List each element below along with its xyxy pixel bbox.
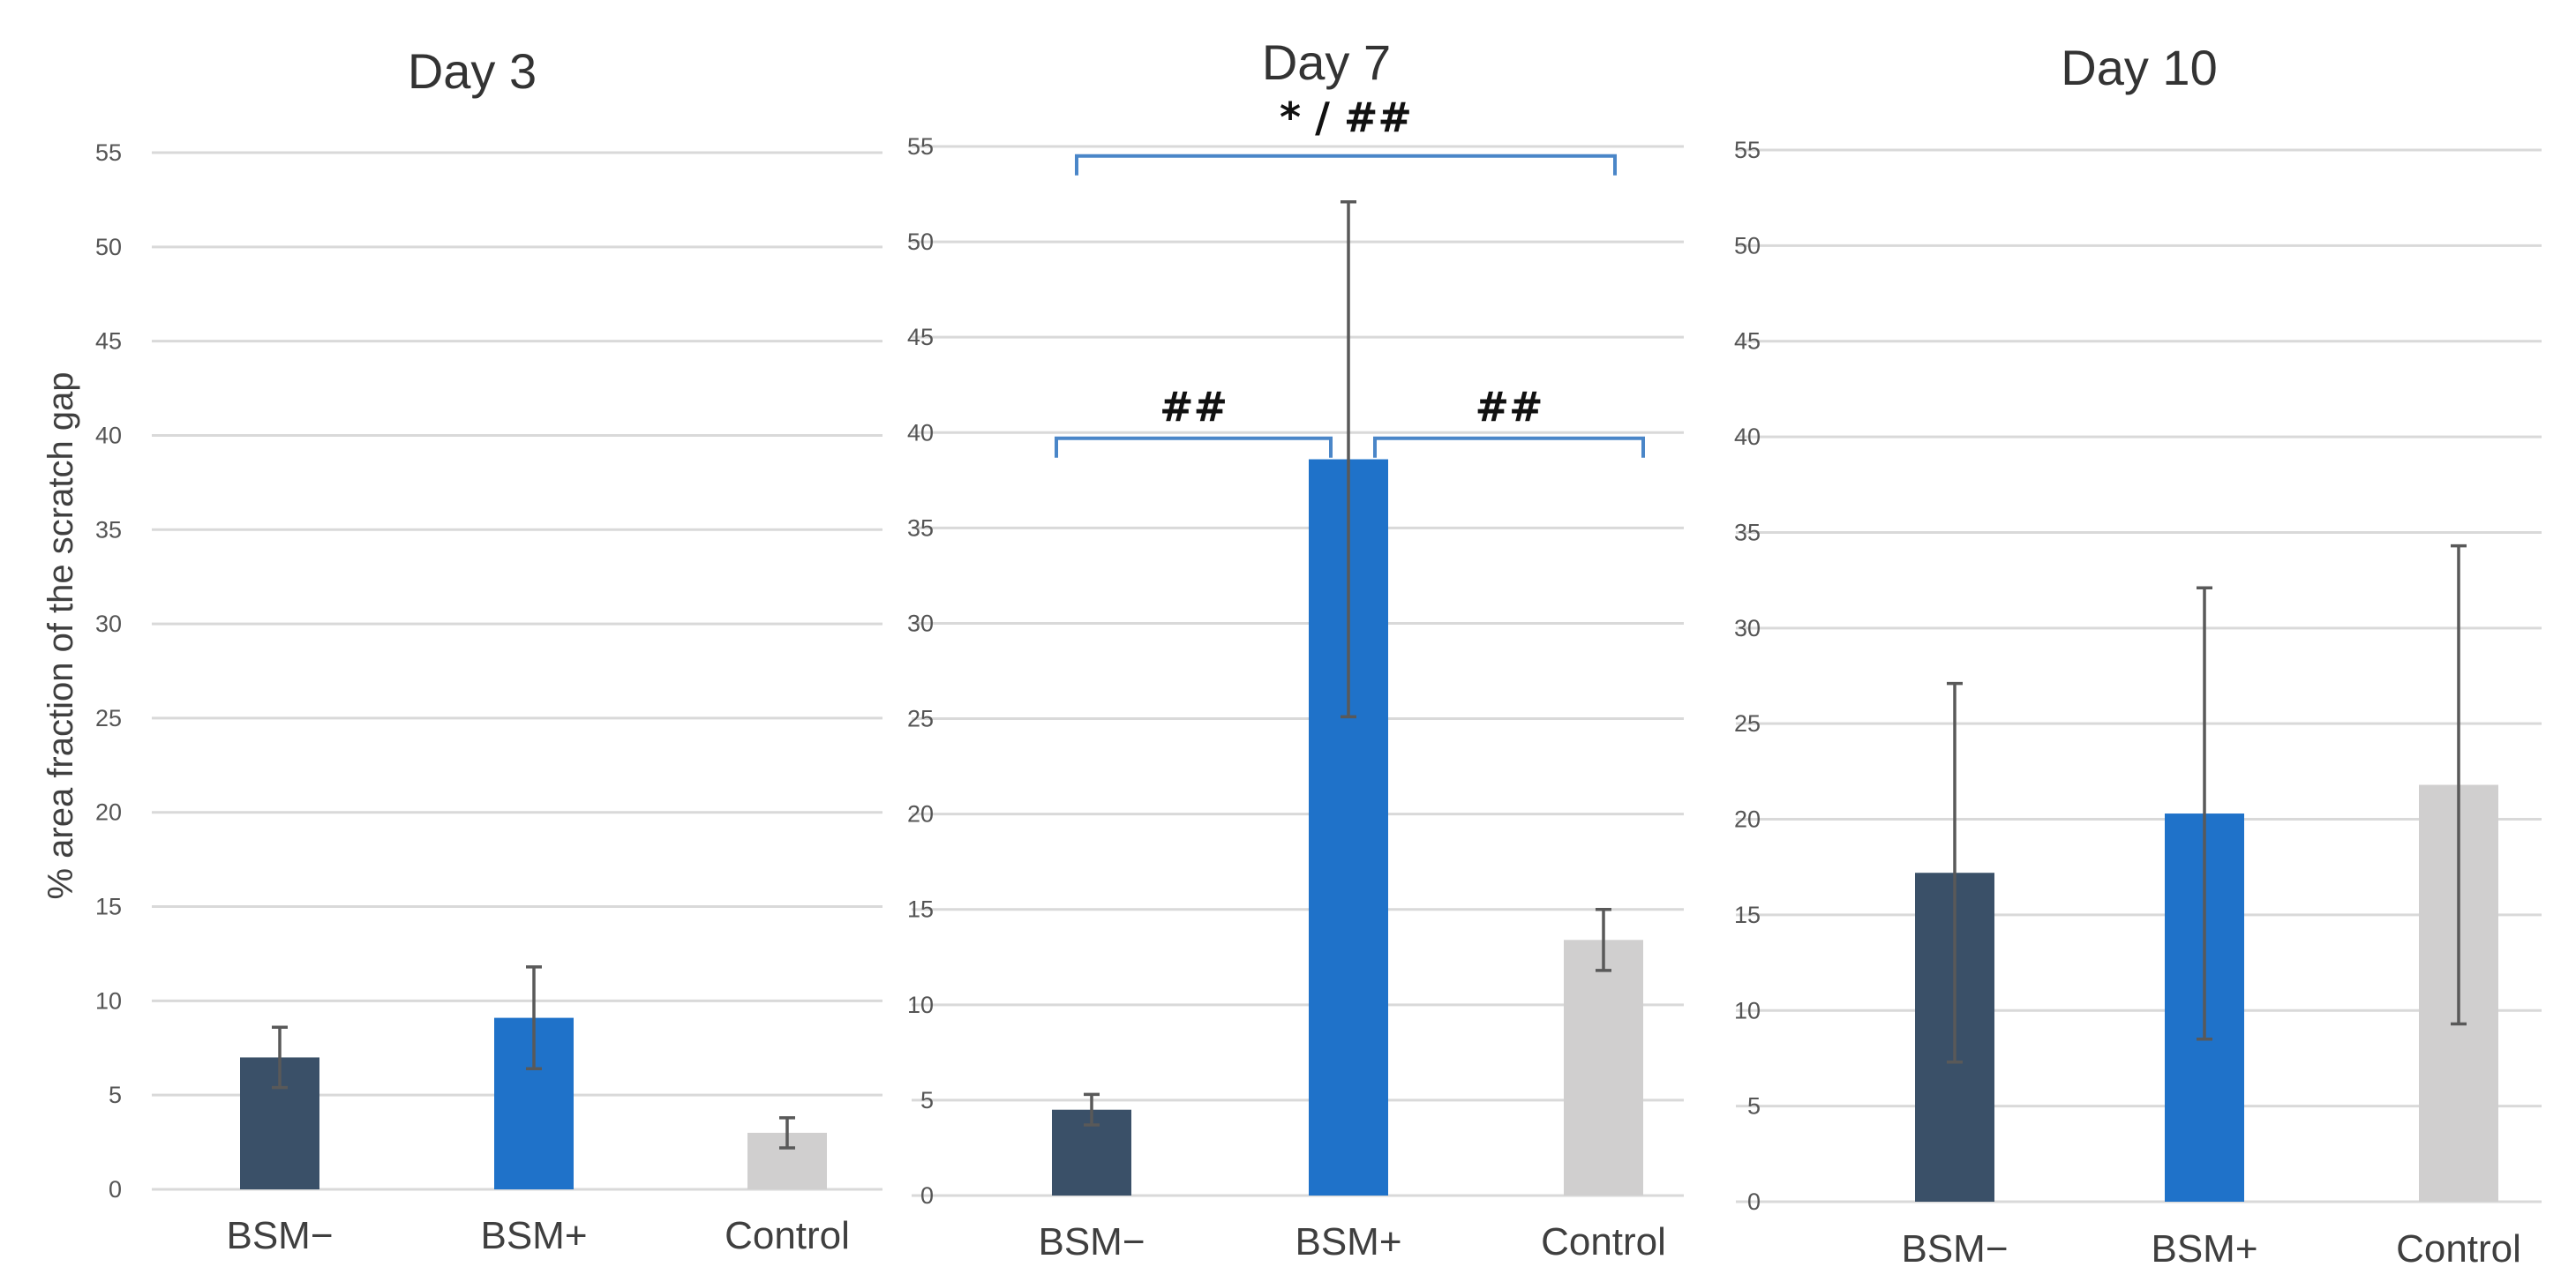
y-tick-label: 10 [907,992,934,1018]
significance-bracket-1 [1055,436,1333,458]
bar-Control [1564,940,1643,1196]
y-axis-label: % area fraction of the scratch gap [41,371,80,899]
y-tick-label: 30 [907,610,934,636]
y-tick-label: 55 [95,139,122,166]
x-tick-label: BSM+ [1295,1220,1401,1263]
y-tick-label: 10 [95,987,122,1014]
y-tick-label: 40 [907,419,934,446]
y-tick-label: 55 [1734,137,1761,163]
y-tick-label: 10 [1734,997,1761,1023]
y-tick-label: 20 [1734,806,1761,833]
y-tick-label: 20 [95,799,122,826]
y-tick-label: 0 [920,1182,934,1209]
y-tick-label: 50 [907,229,934,255]
y-tick-label: 0 [1747,1188,1761,1215]
y-tick-label: 30 [1734,615,1761,641]
significance-label: ## [1160,383,1228,431]
y-tick-label: 5 [1747,1093,1761,1120]
x-tick-label: Control [725,1214,850,1257]
chart-title: Day 3 [408,43,537,99]
y-tick-label: 45 [907,324,934,350]
y-tick-label: 15 [1734,902,1761,928]
x-tick-label: BSM+ [480,1214,587,1257]
y-tick-label: 5 [920,1087,934,1113]
significance-bracket-0 [1075,154,1617,176]
chart-title: Day 7 [1262,34,1391,90]
y-tick-label: 40 [95,422,122,448]
y-tick-label: 50 [1734,232,1761,259]
x-tick-label: BSM− [226,1214,333,1257]
x-tick-label: BSM− [1038,1220,1145,1263]
y-tick-label: 15 [95,894,122,920]
x-tick-label: BSM− [1901,1227,2008,1271]
x-tick-label: BSM+ [2151,1227,2257,1271]
x-tick-label: Control [2396,1227,2521,1271]
chart-title: Day 10 [2061,40,2217,95]
y-tick-label: 50 [95,234,122,260]
significance-bracket-2 [1373,436,1645,458]
y-tick-label: 55 [907,133,934,160]
y-tick-label: 15 [907,896,934,923]
y-tick-label: 35 [907,514,934,541]
y-tick-label: 0 [109,1176,122,1203]
y-tick-label: 25 [907,706,934,732]
y-tick-label: 45 [1734,328,1761,355]
x-tick-label: Control [1541,1220,1666,1263]
y-tick-label: 30 [95,611,122,637]
y-tick-label: 40 [1734,424,1761,450]
y-tick-label: 35 [95,516,122,543]
y-tick-label: 25 [95,705,122,731]
y-tick-label: 5 [109,1082,122,1108]
y-tick-label: 25 [1734,710,1761,737]
y-tick-label: 35 [1734,519,1761,545]
y-tick-label: 45 [95,328,122,355]
significance-label: ## [1475,383,1543,431]
significance-label: * / ## [1280,94,1412,141]
y-tick-label: 20 [907,801,934,828]
